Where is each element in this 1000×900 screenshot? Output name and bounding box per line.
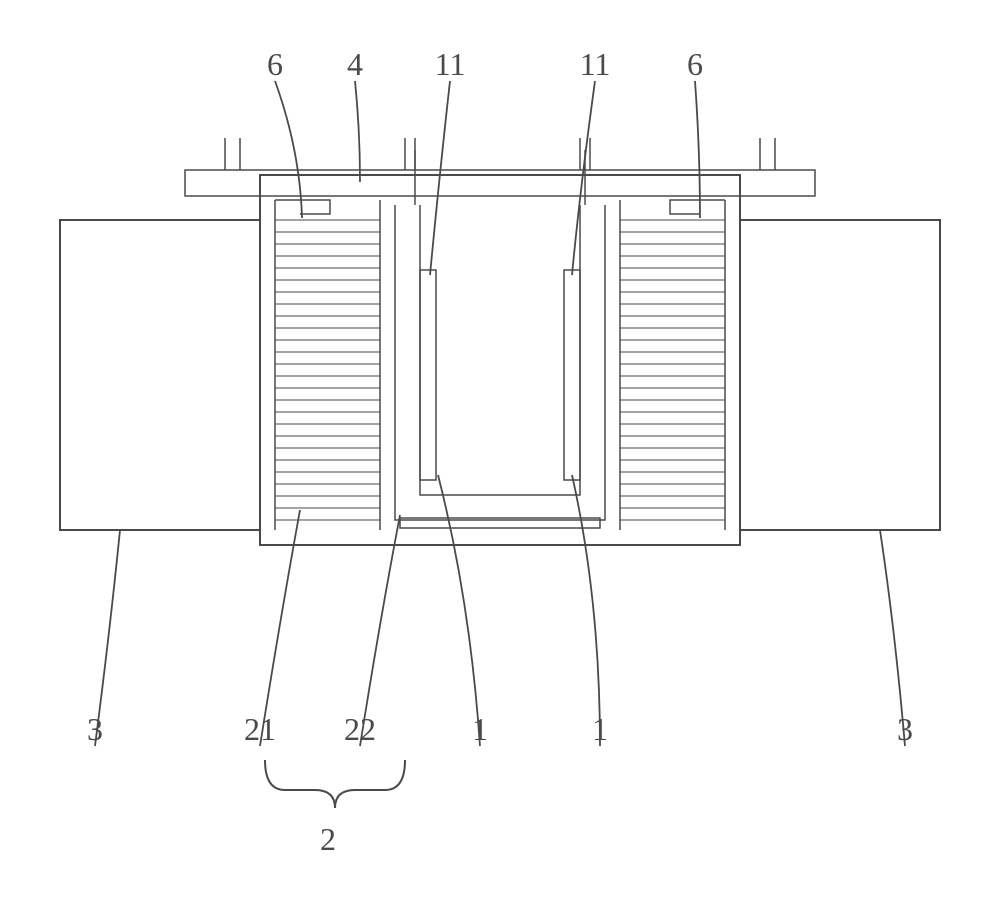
label-3L: 3 [87,711,103,747]
label-6L: 6 [267,46,283,82]
label-1L: 1 [472,711,488,747]
label-11R: 11 [580,46,611,82]
label-2: 2 [320,821,336,857]
label-11L: 11 [435,46,466,82]
label-1R: 1 [592,711,608,747]
label-4: 4 [347,46,363,82]
label-3R: 3 [897,711,913,747]
technical-diagram: 6411116321221132 [0,0,1000,900]
label-21: 21 [244,711,276,747]
label-22: 22 [344,711,376,747]
label-6R: 6 [687,46,703,82]
